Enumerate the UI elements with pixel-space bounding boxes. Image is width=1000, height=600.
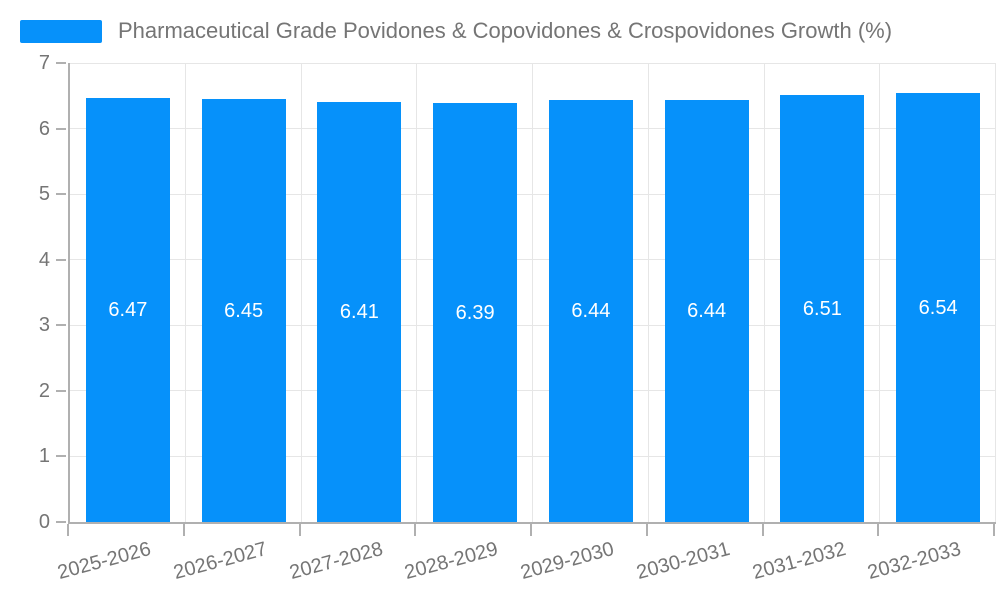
bar-value-label: 6.47 — [108, 298, 148, 321]
x-axis-tick — [993, 524, 995, 536]
y-gridline — [70, 324, 996, 326]
x-axis-tick — [645, 524, 648, 536]
x-axis-tick — [298, 524, 301, 536]
x-axis-tick — [67, 524, 69, 536]
x-axis-tick-label: 2031-2032 — [749, 538, 849, 585]
x-axis-tick-label: 2026-2027 — [171, 538, 270, 585]
bar-value-label: 6.44 — [687, 299, 727, 322]
bar[interactable]: 6.47 — [85, 97, 170, 522]
y-axis-tick-label: 4 — [38, 248, 50, 271]
bar[interactable]: 6.41 — [317, 101, 402, 522]
y-axis-tick — [56, 258, 66, 261]
y-axis-tick-label: 5 — [38, 183, 50, 206]
bar-value-label: 6.39 — [455, 301, 495, 324]
bar-value-label: 6.51 — [802, 297, 842, 320]
x-axis-tick-label: 2025-2026 — [55, 538, 154, 585]
y-axis-tick-label: 0 — [38, 511, 50, 533]
x-gridline — [416, 63, 418, 522]
x-gridline — [184, 63, 186, 522]
x-gridline — [300, 63, 302, 522]
y-axis-tick-label: 6 — [38, 117, 50, 140]
y-gridline — [70, 128, 996, 130]
y-axis-tick-label: 3 — [38, 314, 50, 337]
plot-area: 6.47 6.45 6.41 6.39 6.44 6.44 6.51 6.54 — [68, 62, 996, 524]
bar[interactable]: 6.44 — [548, 99, 633, 522]
bar-value-label: 6.44 — [571, 299, 611, 322]
bar[interactable]: 6.51 — [780, 95, 865, 522]
y-axis-tick — [56, 127, 66, 130]
y-gridline — [70, 455, 996, 457]
bar[interactable]: 6.39 — [433, 103, 518, 522]
y-gridline — [70, 193, 996, 195]
y-axis-tick — [56, 389, 66, 392]
y-axis-tick-label: 1 — [38, 445, 50, 468]
bar-value-label: 6.54 — [918, 296, 958, 319]
bar-value-label: 6.41 — [339, 300, 379, 323]
bar-value-label: 6.45 — [224, 299, 264, 322]
x-axis-tick-label: 2028-2029 — [402, 538, 501, 585]
bar[interactable]: 6.44 — [664, 99, 749, 522]
y-axis-tick — [56, 324, 66, 327]
y-gridline — [70, 259, 996, 261]
y-axis-tick-label: 2 — [38, 379, 50, 402]
x-gridline — [647, 63, 649, 522]
x-axis-tick-label: 2027-2028 — [286, 538, 386, 585]
y-axis-tick — [56, 521, 66, 523]
x-axis-tick — [182, 524, 185, 536]
legend-swatch — [20, 19, 102, 43]
y-axis-tick — [56, 455, 66, 458]
x-axis-tick — [761, 524, 764, 536]
y-gridline — [70, 62, 996, 64]
x-axis-tick-label: 2029-2030 — [518, 538, 617, 585]
x-axis-tick-label: 2032-2033 — [865, 538, 964, 585]
x-axis-tick-label: 2030-2031 — [634, 538, 733, 585]
x-axis-tick — [877, 524, 880, 536]
x-gridline — [763, 63, 765, 522]
legend[interactable]: Pharmaceutical Grade Povidones & Copovid… — [20, 14, 892, 48]
y-gridline — [70, 390, 996, 392]
legend-label: Pharmaceutical Grade Povidones & Copovid… — [118, 17, 893, 43]
y-axis-tick-label: 7 — [38, 52, 50, 74]
x-axis-tick — [530, 524, 532, 536]
bar[interactable]: 6.54 — [896, 93, 981, 522]
x-gridline — [532, 63, 533, 522]
x-gridline — [879, 63, 881, 522]
x-gridline — [995, 63, 996, 522]
bar[interactable]: 6.45 — [201, 99, 286, 522]
y-axis-tick — [56, 62, 66, 64]
x-axis-tick — [414, 524, 417, 536]
y-axis-tick — [56, 193, 66, 196]
